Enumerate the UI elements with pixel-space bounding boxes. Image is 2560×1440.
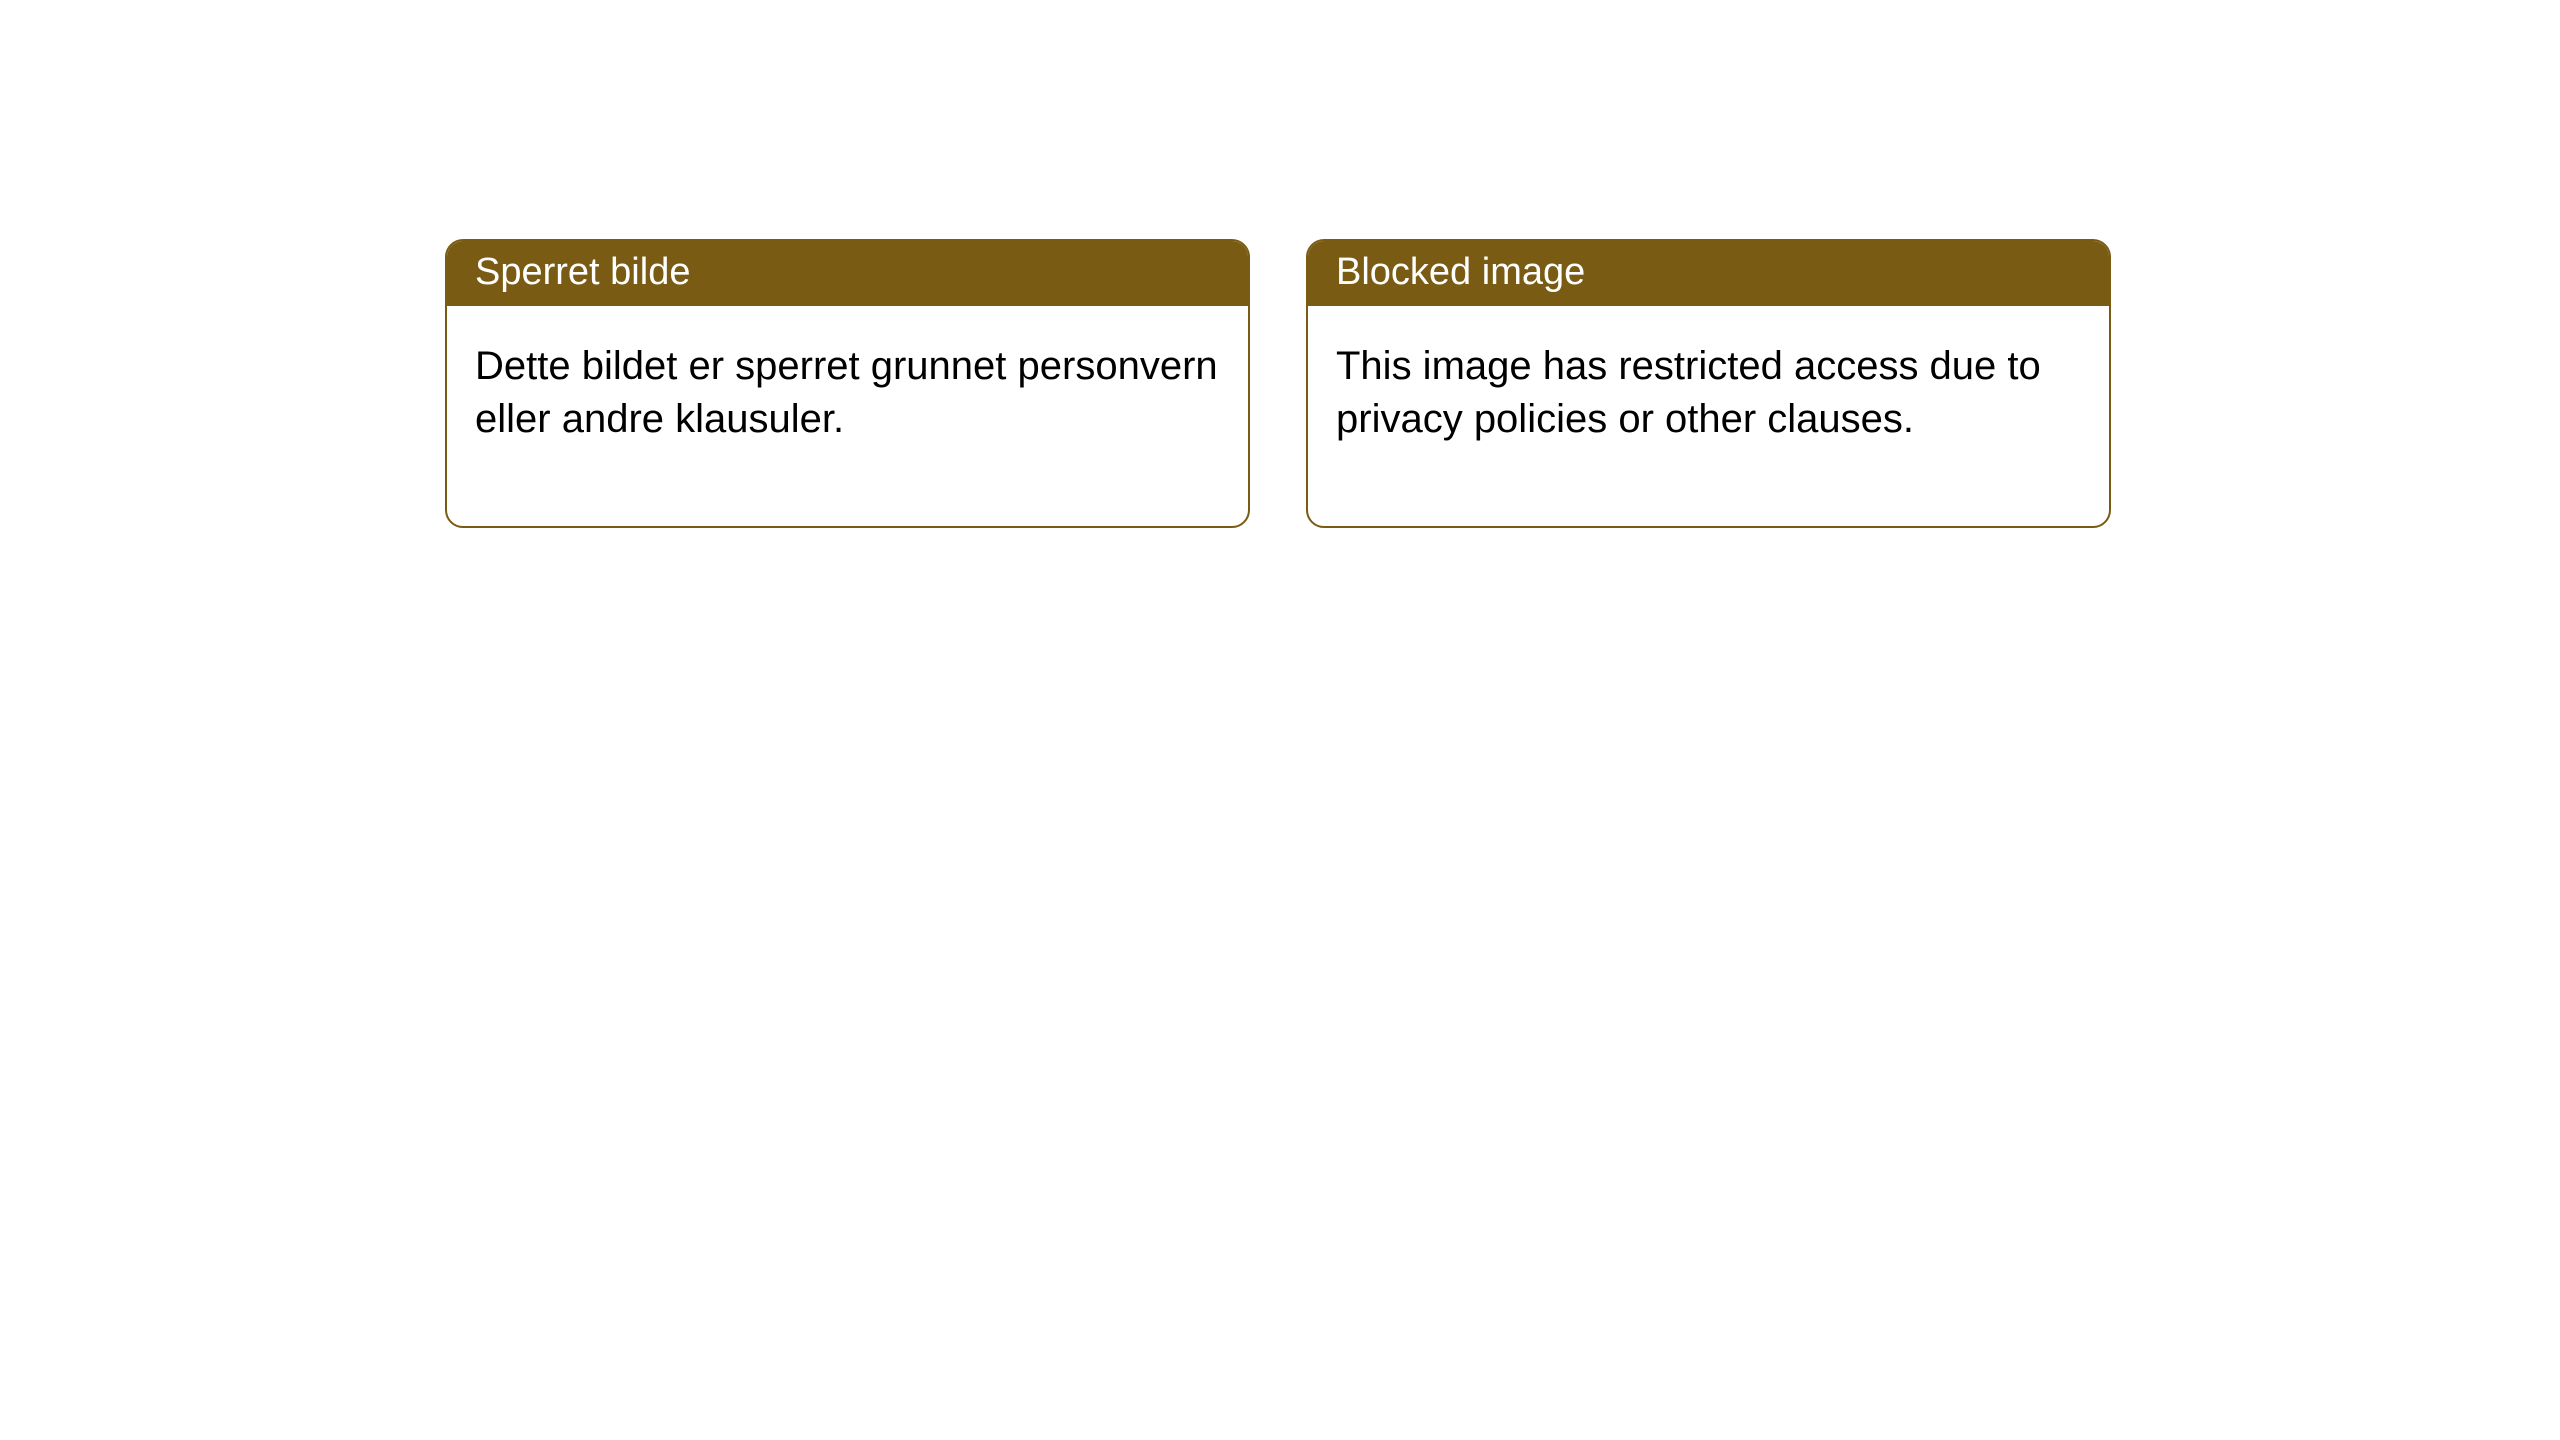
blocked-image-notices: Sperret bilde Dette bildet er sperret gr… xyxy=(445,239,2111,528)
card-body-en: This image has restricted access due to … xyxy=(1308,306,2109,526)
card-title-en: Blocked image xyxy=(1336,251,1585,293)
card-norwegian: Sperret bilde Dette bildet er sperret gr… xyxy=(445,239,1250,528)
card-text-no: Dette bildet er sperret grunnet personve… xyxy=(475,344,1218,441)
card-text-en: This image has restricted access due to … xyxy=(1336,344,2041,441)
card-header-en: Blocked image xyxy=(1308,241,2109,306)
card-title-no: Sperret bilde xyxy=(475,251,690,293)
card-header-no: Sperret bilde xyxy=(447,241,1248,306)
card-english: Blocked image This image has restricted … xyxy=(1306,239,2111,528)
card-body-no: Dette bildet er sperret grunnet personve… xyxy=(447,306,1248,526)
